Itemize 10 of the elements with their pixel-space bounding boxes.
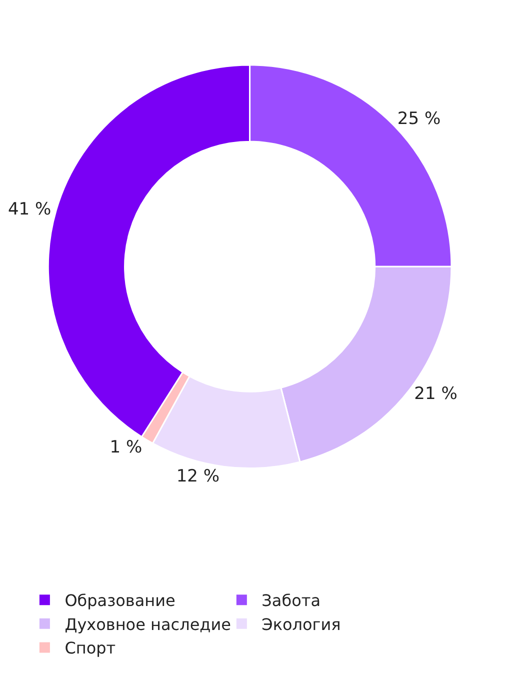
data-label: 41 % (8, 200, 52, 220)
legend-label: Спорт (64, 638, 116, 658)
legend-label: Образование (64, 591, 176, 610)
legend-label: Духовное наследие (64, 614, 231, 634)
data-label: 12 % (176, 466, 220, 487)
data-label: 25 % (397, 109, 441, 130)
data-label: 1 % (110, 438, 142, 458)
data-label: 21 % (414, 384, 458, 404)
legend-label: Забота (262, 591, 321, 610)
legend-label: Экология (262, 614, 341, 634)
